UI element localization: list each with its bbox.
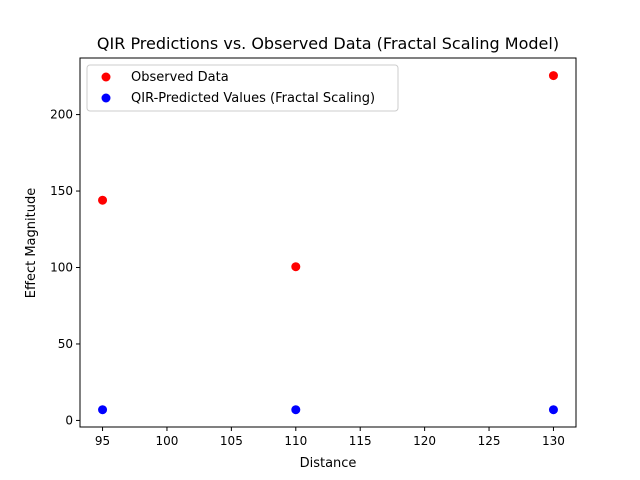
y-axis: 0 50 100 150 200 (50, 108, 80, 427)
chart-title: QIR Predictions vs. Observed Data (Fract… (97, 34, 559, 53)
predicted-data-point (291, 405, 301, 415)
legend-label-observed: Observed Data (131, 70, 229, 85)
x-axis-label: Distance (300, 456, 357, 471)
observed-data-point (291, 262, 301, 272)
x-tick-label: 105 (220, 434, 243, 448)
x-tick-label: 110 (284, 434, 307, 448)
y-tick-label: 100 (50, 261, 73, 275)
legend: Observed Data QIR-Predicted Values (Frac… (86, 64, 399, 112)
y-tick-label: 150 (50, 184, 73, 198)
legend-marker-observed (101, 72, 111, 82)
legend-marker-predicted (101, 93, 111, 103)
legend-box (86, 64, 399, 112)
y-tick-label: 50 (58, 337, 73, 351)
observed-data-point (548, 71, 558, 81)
plot-area (79, 57, 577, 428)
y-tick-label: 200 (50, 108, 73, 122)
observed-data-point (98, 195, 108, 205)
y-axis-label: Effect Magnitude (24, 188, 39, 298)
predicted-data-point (98, 405, 108, 415)
x-tick-label: 115 (349, 434, 372, 448)
predicted-data-point (548, 405, 558, 415)
x-tick-label: 125 (478, 434, 501, 448)
y-tick-label: 0 (65, 413, 73, 427)
data-points (98, 71, 558, 415)
legend-label-predicted: QIR-Predicted Values (Fractal Scaling) (131, 91, 375, 106)
x-tick-label: 100 (156, 434, 179, 448)
x-tick-label: 95 (95, 434, 110, 448)
x-tick-label: 120 (413, 434, 436, 448)
x-tick-label: 130 (542, 434, 565, 448)
x-axis: 95 100 105 110 115 120 125 130 (95, 427, 565, 448)
